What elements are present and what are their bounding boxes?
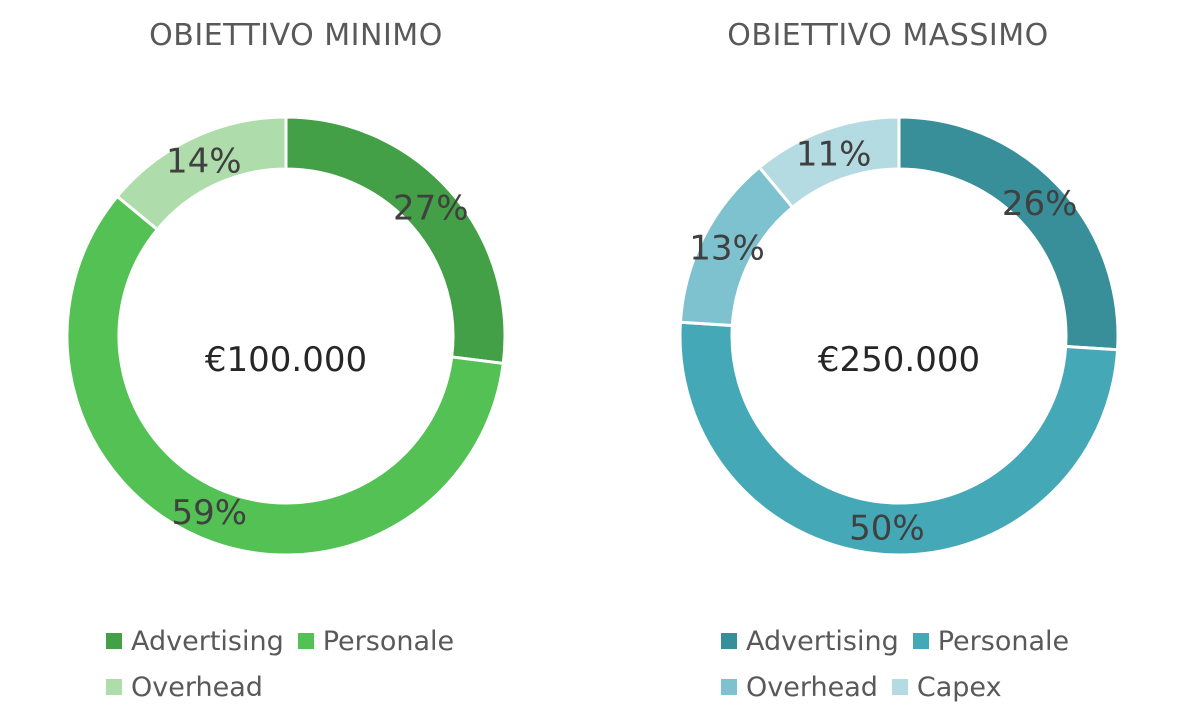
slice-personale bbox=[678, 320, 1120, 557]
legend-item-personale: Personale bbox=[912, 625, 1070, 657]
legend-row: Overhead bbox=[106, 664, 486, 710]
legend-item-advertising: Advertising bbox=[106, 626, 284, 657]
donut-chart: 27% 59% 14% €100.000 bbox=[65, 115, 507, 557]
center-total-label: €100.000 bbox=[205, 340, 367, 380]
center-total-label: €250.000 bbox=[818, 340, 980, 380]
data-label-capex: 11% bbox=[796, 134, 872, 174]
legend-item-capex: Capex bbox=[891, 671, 1002, 703]
legend-swatch bbox=[297, 633, 314, 649]
chart-massimo: OBIETTIVO MASSIMO 26% 50% 13% 11% €250.000 A… bbox=[592, 0, 1184, 717]
data-label-personale: 59% bbox=[172, 493, 248, 533]
legend-swatch bbox=[912, 633, 929, 649]
legend-label: Personale bbox=[322, 625, 455, 657]
legend-swatch bbox=[891, 679, 908, 695]
data-label-overhead: 13% bbox=[689, 228, 765, 268]
data-label-advertising: 27% bbox=[393, 188, 469, 228]
legend-item-advertising: Advertising bbox=[721, 626, 899, 657]
legend-row: Overhead Capex bbox=[721, 664, 1101, 710]
chart-title: OBIETTIVO MINIMO bbox=[149, 18, 443, 53]
legend-label: Overhead bbox=[746, 671, 878, 703]
chart-minimo: OBIETTIVO MINIMO 27% 59% 14% €100.000 Adver… bbox=[65, 18, 507, 710]
slice-capex bbox=[757, 115, 901, 210]
legend-item-overhead: Overhead bbox=[106, 672, 263, 703]
legend-swatch bbox=[106, 679, 122, 695]
legend-swatch bbox=[106, 633, 122, 649]
legend-swatch bbox=[721, 679, 737, 695]
slice-advertising bbox=[897, 115, 1120, 352]
slice-personale bbox=[65, 194, 505, 557]
legend-swatch bbox=[721, 633, 737, 649]
legend-label: Advertising bbox=[131, 625, 284, 657]
legend-row: Advertising Personale bbox=[106, 618, 486, 664]
legend-row: Advertising Personale bbox=[721, 618, 1101, 664]
slice-advertising bbox=[284, 115, 507, 366]
donut-chart: 26% 50% 13% 11% €250.000 bbox=[678, 115, 1120, 557]
data-label-personale: 50% bbox=[849, 509, 925, 549]
slice-overhead bbox=[115, 115, 288, 232]
legend-label: Capex bbox=[916, 671, 1002, 703]
data-label-advertising: 26% bbox=[1002, 184, 1078, 224]
data-label-overhead: 14% bbox=[166, 141, 242, 181]
legend-item-personale: Personale bbox=[297, 625, 455, 657]
legend: Advertising Personale Overhead Capex bbox=[721, 618, 1101, 710]
legend-label: Overhead bbox=[131, 671, 263, 703]
chart-title: OBIETTIVO MASSIMO bbox=[727, 18, 1049, 53]
legend-label: Advertising bbox=[746, 625, 899, 657]
legend: Advertising Personale Overhead bbox=[106, 618, 486, 710]
legend-label: Personale bbox=[937, 625, 1070, 657]
legend-item-overhead: Overhead bbox=[721, 672, 878, 703]
